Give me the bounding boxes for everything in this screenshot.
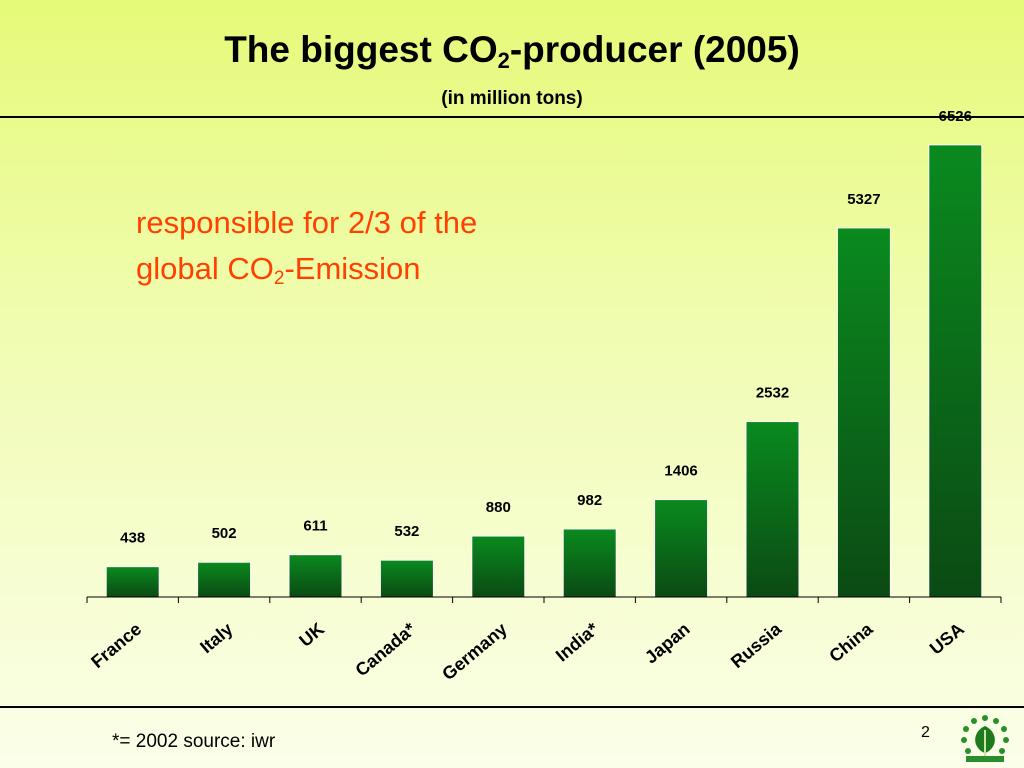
annotation-line-2: global CO2-Emission	[136, 246, 616, 292]
bar-france	[105, 566, 160, 598]
bar-japan	[654, 499, 709, 598]
tick-label-italy: Italy	[196, 619, 236, 657]
data-label-usa: 6526	[939, 108, 972, 125]
data-label-china: 5327	[847, 191, 880, 208]
title-rest: -producer (2005)	[509, 29, 800, 70]
tick-label-usa: USA	[926, 619, 968, 659]
bar-india	[562, 528, 617, 598]
title-divider	[0, 116, 1024, 118]
bar-russia	[745, 421, 800, 598]
tick-label-china: China	[825, 618, 877, 666]
bar-canada	[379, 559, 434, 598]
tick-label-uk: UK	[295, 619, 328, 651]
data-label-india: 982	[577, 492, 602, 509]
page-number: 2	[921, 724, 930, 741]
annotation-subscript: 2	[273, 268, 285, 289]
data-label-france: 438	[120, 530, 145, 547]
tick-label-india: India*	[552, 619, 602, 666]
bar-uk	[288, 554, 343, 598]
tick-label-japan: Japan	[641, 619, 694, 668]
bar-germany	[471, 535, 526, 598]
annotation-line-2-post: -Emission	[284, 251, 421, 286]
x-tick-labels: France Italy UK Canada* Germany India* Japan Ru…	[87, 618, 968, 684]
tick-label-france: France	[87, 619, 145, 672]
bar-chart: 438 502 611 532 880 982 1406 2532 5327 6526 Franc…	[86, 108, 1002, 684]
data-label-uk: 611	[303, 518, 327, 535]
organization-logo	[961, 715, 1009, 762]
tick-label-canada: Canada*	[351, 619, 419, 681]
tick-label-russia: Russia	[727, 618, 786, 672]
slide-title: The biggest CO2-producer (2005)	[0, 28, 1024, 72]
annotation-text: responsible for 2/3 of the global CO2-Em…	[136, 200, 616, 292]
bar-china	[836, 227, 891, 598]
slide-subtitle: (in million tons)	[441, 88, 583, 109]
annotation-line-1: responsible for 2/3 of the	[136, 205, 478, 240]
data-label-canada: 532	[394, 523, 419, 540]
data-label-germany: 880	[486, 499, 511, 516]
data-label-japan: 1406	[664, 463, 697, 480]
footer-divider	[0, 706, 1024, 708]
title-main: The biggest CO	[224, 29, 498, 70]
data-label-russia: 2532	[756, 385, 789, 402]
data-label-italy: 502	[212, 525, 237, 542]
footnote: *= 2002 source: iwr	[112, 731, 276, 752]
title-subscript: 2	[497, 48, 510, 73]
bar-usa	[928, 144, 983, 598]
bar-series: 438 502 611 532 880 982 1406 2532 5327 6526	[105, 108, 983, 598]
x-axis	[86, 596, 1002, 603]
tick-label-germany: Germany	[438, 619, 511, 684]
annotation-line-2-pre: global CO	[136, 251, 274, 286]
bar-italy	[197, 561, 252, 598]
